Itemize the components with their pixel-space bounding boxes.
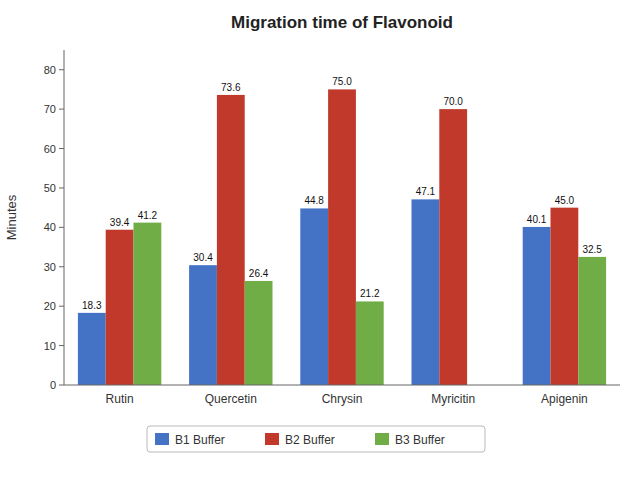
legend: B1 Buffer B2 Buffer B3 Buffer (147, 426, 485, 452)
data-label: 41.2 (138, 210, 158, 221)
x-axis (64, 385, 620, 386)
data-label: 30.4 (193, 252, 213, 263)
legend-label: B1 Buffer (175, 433, 225, 447)
y-tick (59, 227, 64, 228)
legend-swatch (265, 433, 279, 445)
data-label: 47.1 (416, 186, 436, 197)
bar (134, 223, 162, 385)
data-label: 75.0 (332, 76, 352, 87)
bar (439, 109, 467, 385)
y-tick-label: 40 (44, 221, 56, 233)
bar (245, 281, 273, 385)
y-tick-label: 10 (44, 340, 56, 352)
y-tick-label: 20 (44, 300, 56, 312)
y-tick-label: 0 (50, 379, 56, 391)
bar (300, 208, 328, 385)
bar (523, 227, 551, 385)
bar (412, 199, 440, 385)
data-label: 21.2 (360, 288, 380, 299)
data-label: 18.3 (82, 300, 102, 311)
y-tick (59, 385, 64, 386)
y-tick-label: 50 (44, 182, 56, 194)
x-tick-label: Rutin (106, 392, 134, 406)
bar (217, 95, 245, 385)
legend-frame (147, 426, 485, 452)
y-tick (59, 148, 64, 149)
x-tick-label: Apigenin (541, 392, 588, 406)
legend-swatch (375, 433, 389, 445)
y-tick-label: 70 (44, 103, 56, 115)
y-tick (59, 109, 64, 110)
y-tick (59, 345, 64, 346)
y-tick-label: 30 (44, 261, 56, 273)
data-label: 26.4 (249, 268, 269, 279)
data-label: 40.1 (527, 214, 547, 225)
bar (106, 230, 134, 385)
y-tick-label: 80 (44, 64, 56, 76)
x-tick-label: Myricitin (431, 392, 475, 406)
y-tick (59, 187, 64, 188)
data-label: 70.0 (443, 96, 463, 107)
y-tick (59, 266, 64, 267)
bar (578, 257, 606, 385)
bar (356, 301, 384, 385)
bar (78, 313, 106, 385)
x-tick-label: Quercetin (205, 392, 257, 406)
legend-label: B2 Buffer (285, 433, 335, 447)
y-tick-label: 60 (44, 143, 56, 155)
legend-label: B3 Buffer (395, 433, 445, 447)
data-label: 73.6 (221, 82, 241, 93)
x-tick-label: Chrysin (322, 392, 363, 406)
data-label: 44.8 (304, 195, 324, 206)
y-tick (59, 69, 64, 70)
title: Migration time of Flavonoid (231, 13, 453, 32)
data-label: 39.4 (110, 217, 130, 228)
bar (189, 265, 217, 385)
y-axis-label: Minutes (4, 194, 19, 240)
legend-swatch (155, 433, 169, 445)
bars (78, 89, 606, 385)
data-label: 32.5 (582, 244, 602, 255)
bar (551, 208, 579, 385)
y-tick (59, 306, 64, 307)
data-label: 45.0 (555, 195, 575, 206)
bar (328, 89, 356, 385)
chart: Migration time of Flavonoid Minutes 0 10 20 3… (0, 0, 640, 480)
y-axis (64, 50, 65, 385)
